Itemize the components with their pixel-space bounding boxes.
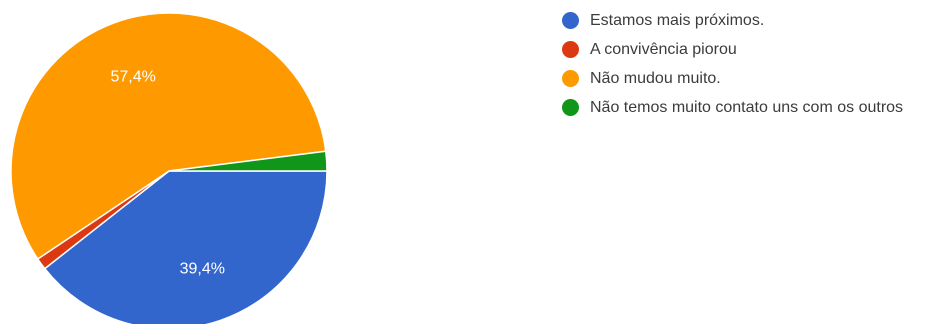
legend-label-2: A convivência piorou <box>590 41 737 58</box>
pie-slice-3-label: 57,4% <box>111 69 156 86</box>
legend-swatch-1 <box>562 12 579 29</box>
legend-item-3: Não mudou muito. <box>562 68 932 90</box>
legend-label-1: Estamos mais próximos. <box>590 12 765 29</box>
pie-slices <box>10 12 328 324</box>
legend-label-3: Não mudou muito. <box>590 70 721 87</box>
legend-item-2: A convivência piorou <box>562 39 932 61</box>
pie-slice-1-label: 39,4% <box>180 260 225 277</box>
pie-plot-area: 39,4% 57,4% <box>10 12 328 324</box>
legend-item-1: Estamos mais próximos. <box>562 10 932 32</box>
pie-slice-3 <box>10 12 327 261</box>
pie-slice-4 <box>168 150 328 172</box>
pie-slice-1 <box>43 170 328 324</box>
legend: Estamos mais próximos. A convivência pior… <box>562 10 932 126</box>
legend-swatch-3 <box>562 70 579 87</box>
pie-labels: 39,4% 57,4% <box>111 69 225 278</box>
legend-swatch-2 <box>562 41 579 58</box>
legend-swatch-4 <box>562 99 579 116</box>
legend-label-4: Não temos muito contato uns com os outro… <box>590 99 904 116</box>
legend-item-4: Não temos muito contato uns com os outro… <box>562 97 932 119</box>
